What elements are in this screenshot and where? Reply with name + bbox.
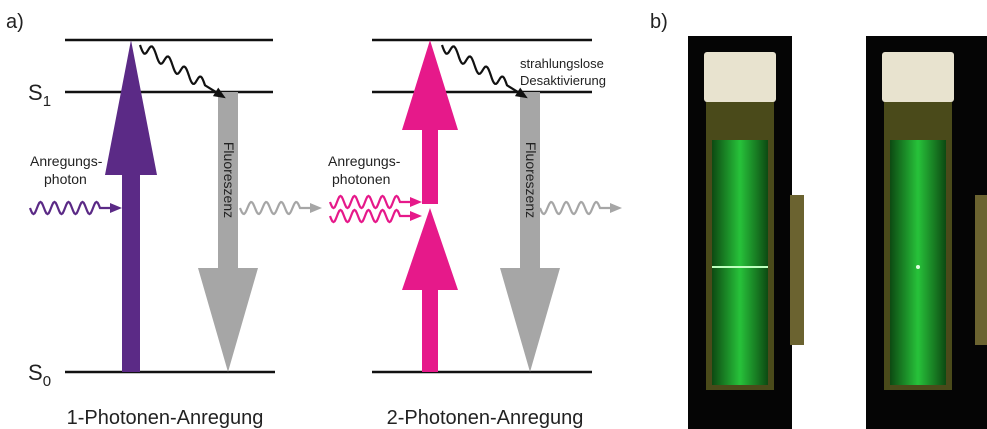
focal-spot [916, 265, 920, 269]
emission-label: Fluoreszenz [221, 142, 237, 218]
relaxation-wave [138, 44, 220, 95]
level-index: 0 [43, 373, 51, 390]
excitation-label: Anregungs- [328, 153, 401, 169]
level-symbol: S [28, 80, 43, 105]
fluorescent-solution [712, 140, 768, 385]
nonradiative-label: Desaktivierung [520, 73, 606, 88]
panel-label: b) [650, 11, 668, 33]
arrow-head [310, 203, 322, 213]
level-symbol: S [28, 360, 43, 385]
arrow-head [212, 87, 226, 99]
arrow-head [514, 87, 528, 99]
arrow-head [410, 197, 422, 207]
photo [688, 36, 804, 429]
panel-label: a) [6, 11, 24, 33]
energy-levels [65, 38, 592, 374]
arrow-head [110, 203, 122, 213]
photon-wave [28, 200, 114, 216]
arrow-head [610, 203, 622, 213]
photon-wave [328, 208, 414, 224]
excitation-arrow [105, 40, 157, 372]
excitation-label: Anregungs- [30, 153, 103, 169]
emission-label: Fluoreszenz [523, 142, 539, 218]
photon-wave [328, 194, 414, 210]
holder [975, 195, 987, 345]
relaxation-wave [440, 44, 522, 95]
panel-title: 2-Photonen-Anregung [387, 407, 584, 429]
level-label: S0 [28, 360, 51, 390]
emission-arrow [500, 92, 560, 372]
photon-wave [538, 200, 614, 216]
fluorescent-solution [890, 140, 946, 385]
excitation-label: photonen [332, 171, 390, 187]
level-index: 1 [43, 93, 51, 110]
cap [704, 52, 776, 102]
nonradiative-label: strahlungslose [520, 56, 604, 71]
photo [866, 36, 987, 429]
level-label: S1 [28, 80, 51, 110]
panel-title: 1-Photonen-Anregung [67, 407, 264, 429]
excitation-arrow [402, 208, 458, 372]
arrow-head [410, 211, 422, 221]
excitation-label: photon [44, 171, 87, 187]
holder [790, 195, 804, 345]
emission-arrow [198, 92, 258, 372]
excitation-arrow [402, 40, 458, 204]
photon-wave [238, 200, 314, 216]
cap [882, 52, 954, 102]
